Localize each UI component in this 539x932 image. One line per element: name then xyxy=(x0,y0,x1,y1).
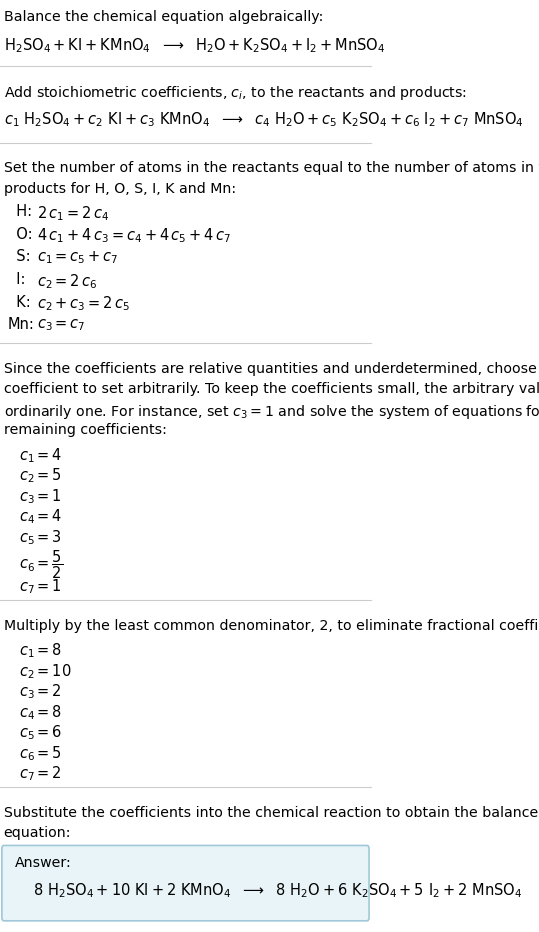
Text: $c_5 = 3$: $c_5 = 3$ xyxy=(18,528,61,547)
Text: $2\,c_1 = 2\,c_4$: $2\,c_1 = 2\,c_4$ xyxy=(37,204,109,223)
Text: Since the coefficients are relative quantities and underdetermined, choose a: Since the coefficients are relative quan… xyxy=(4,362,539,376)
Text: $c_1\ \mathrm{H_2SO_4} + c_2\ \mathrm{KI} + c_3\ \mathrm{KMnO_4}$  $\longrightar: $c_1\ \mathrm{H_2SO_4} + c_2\ \mathrm{KI… xyxy=(4,110,523,129)
Text: $c_1 = 4$: $c_1 = 4$ xyxy=(18,446,62,465)
Text: H:: H: xyxy=(8,204,32,219)
Text: S:: S: xyxy=(8,250,31,265)
Text: ordinarily one. For instance, set $c_3 = 1$ and solve the system of equations fo: ordinarily one. For instance, set $c_3 =… xyxy=(4,403,539,421)
Text: I:: I: xyxy=(8,272,26,287)
Text: Substitute the coefficients into the chemical reaction to obtain the balanced: Substitute the coefficients into the che… xyxy=(4,806,539,820)
Text: $c_2 + c_3 = 2\,c_5$: $c_2 + c_3 = 2\,c_5$ xyxy=(37,295,130,313)
Text: $c_6 = \dfrac{5}{2}$: $c_6 = \dfrac{5}{2}$ xyxy=(18,549,63,582)
Text: $c_1 = c_5 + c_7$: $c_1 = c_5 + c_7$ xyxy=(37,250,119,267)
Text: $c_3 = 2$: $c_3 = 2$ xyxy=(18,682,61,701)
Text: $c_3 = 1$: $c_3 = 1$ xyxy=(18,487,61,506)
Text: $c_7 = 2$: $c_7 = 2$ xyxy=(18,764,61,783)
Text: $4\,c_1 + 4\,c_3 = c_4 + 4\,c_5 + 4\,c_7$: $4\,c_1 + 4\,c_3 = c_4 + 4\,c_5 + 4\,c_7… xyxy=(37,226,231,245)
Text: Balance the chemical equation algebraically:: Balance the chemical equation algebraica… xyxy=(4,10,323,24)
FancyBboxPatch shape xyxy=(2,845,369,921)
Text: $c_1 = 8$: $c_1 = 8$ xyxy=(18,641,62,660)
Text: K:: K: xyxy=(8,295,31,309)
Text: $c_4 = 8$: $c_4 = 8$ xyxy=(18,703,62,721)
Text: $c_3 = c_7$: $c_3 = c_7$ xyxy=(37,317,86,333)
Text: $c_2 = 2\,c_6$: $c_2 = 2\,c_6$ xyxy=(37,272,98,291)
Text: $c_5 = 6$: $c_5 = 6$ xyxy=(18,723,62,742)
Text: remaining coefficients:: remaining coefficients: xyxy=(4,423,167,437)
Text: Answer:: Answer: xyxy=(15,856,72,870)
Text: O:: O: xyxy=(8,226,33,241)
Text: Add stoichiometric coefficients, $c_i$, to the reactants and products:: Add stoichiometric coefficients, $c_i$, … xyxy=(4,84,467,103)
Text: products for H, O, S, I, K and Mn:: products for H, O, S, I, K and Mn: xyxy=(4,182,236,196)
Text: equation:: equation: xyxy=(4,827,71,841)
Text: Mn:: Mn: xyxy=(8,317,34,332)
Text: $c_7 = 1$: $c_7 = 1$ xyxy=(18,578,61,596)
Text: $c_4 = 4$: $c_4 = 4$ xyxy=(18,508,62,527)
Text: $c_6 = 5$: $c_6 = 5$ xyxy=(18,744,61,762)
Text: Set the number of atoms in the reactants equal to the number of atoms in the: Set the number of atoms in the reactants… xyxy=(4,161,539,175)
Text: $c_2 = 5$: $c_2 = 5$ xyxy=(18,467,61,486)
Text: coefficient to set arbitrarily. To keep the coefficients small, the arbitrary va: coefficient to set arbitrarily. To keep … xyxy=(4,382,539,396)
Text: $c_2 = 10$: $c_2 = 10$ xyxy=(18,662,71,680)
Text: $\mathrm{H_2SO_4 + KI + KMnO_4}$  $\longrightarrow$  $\mathrm{H_2O + K_2SO_4 + I: $\mathrm{H_2SO_4 + KI + KMnO_4}$ $\longr… xyxy=(4,36,385,55)
Text: Multiply by the least common denominator, 2, to eliminate fractional coefficient: Multiply by the least common denominator… xyxy=(4,619,539,633)
Text: $8\ \mathrm{H_2SO_4} + 10\ \mathrm{KI} + 2\ \mathrm{KMnO_4}$  $\longrightarrow$ : $8\ \mathrm{H_2SO_4} + 10\ \mathrm{KI} +… xyxy=(33,882,523,900)
